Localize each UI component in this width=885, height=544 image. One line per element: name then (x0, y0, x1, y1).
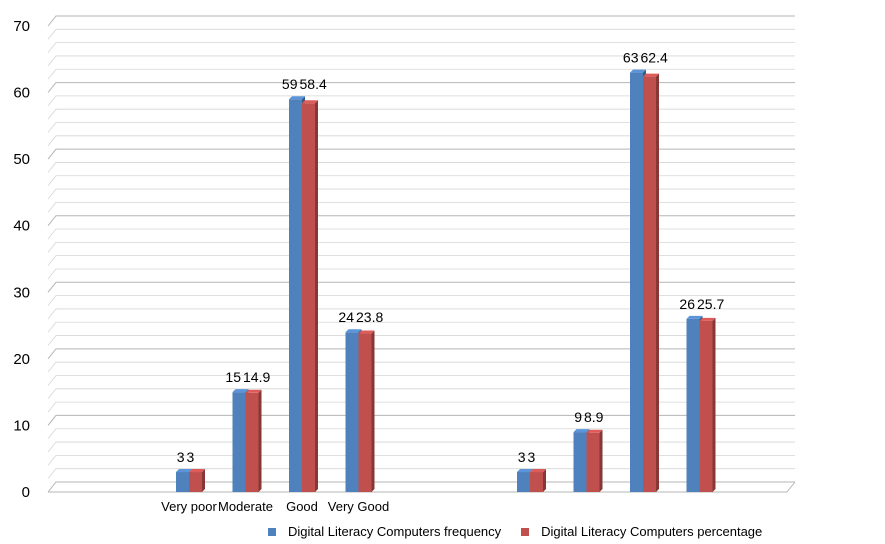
legend-label-percentage: Digital Literacy Computers percentage (541, 524, 763, 539)
x-category-label: Moderate (218, 499, 273, 514)
x-axis-labels: Very poor Moderate Good Very Good (161, 499, 389, 514)
legend-swatch-frequency (268, 527, 276, 536)
gridline-minor (47, 108, 795, 120)
gridline-minor (47, 95, 795, 107)
bar-percentage (699, 317, 716, 492)
data-label-percentage: 3 (528, 449, 536, 465)
gridline-minor (47, 308, 795, 320)
gridline-minor (47, 388, 795, 400)
gridline-minor (47, 175, 795, 187)
data-label-frequency: 24 (338, 309, 354, 325)
x-category-label: Good (286, 499, 318, 514)
gridline-minor (47, 68, 795, 80)
gridline-minor (47, 228, 795, 240)
gridline-minor (47, 55, 795, 67)
gridline-minor (47, 321, 795, 333)
data-label-frequency: 63 (623, 50, 639, 66)
data-label-frequency: 9 (574, 409, 582, 425)
bar-percentage (643, 73, 659, 492)
gridline-major (47, 82, 795, 93)
gridline-minor (47, 468, 795, 479)
gridline-major (47, 414, 795, 426)
data-label-percentage: 58.4 (300, 76, 327, 92)
bar-percentage (302, 100, 318, 493)
gridline-minor (47, 135, 795, 147)
gridline-minor (47, 188, 795, 200)
floor-side-edge (786, 481, 796, 493)
data-label-frequency: 15 (225, 369, 241, 385)
gridline-minor (47, 375, 795, 386)
gridline-minor (47, 441, 795, 453)
data-label-frequency: 3 (518, 449, 526, 465)
gridline-minor (47, 268, 795, 280)
y-tick-label: 60 (13, 85, 30, 102)
data-label-percentage: 3 (187, 449, 195, 465)
y-tick-label: 70 (13, 18, 30, 35)
gridline-minor (47, 401, 795, 413)
gridline-minor (47, 241, 795, 253)
y-tick-label: 10 (13, 417, 30, 434)
gridline-minor (47, 335, 795, 346)
data-labels: 3 315 14.959 58.424 23.83 39 8.963 62.426 25.7 (177, 50, 725, 465)
data-label-percentage: 62.4 (641, 50, 668, 66)
gridline-minor (47, 361, 795, 373)
bar-percentage (530, 469, 546, 492)
gridline-major (47, 348, 795, 360)
data-label-percentage: 25.7 (697, 296, 724, 312)
gridline-major (47, 281, 795, 293)
y-tick-label: 30 (13, 284, 30, 301)
gridline-minor (47, 162, 795, 173)
legend-item-percentage: Digital Literacy Computers percentage (521, 524, 762, 539)
gridline-minor (47, 295, 795, 306)
y-tick-label: 50 (13, 151, 30, 168)
gridlines (47, 15, 796, 493)
data-label-frequency: 59 (282, 76, 298, 92)
gridline-minor (47, 42, 795, 53)
bars (176, 69, 716, 493)
x-category-label: Very poor (161, 499, 217, 514)
legend-item-frequency: Digital Literacy Computers frequency (268, 524, 501, 539)
y-tick-label: 0 (22, 484, 30, 501)
gridline-major (47, 15, 795, 27)
gridline-minor (47, 428, 795, 439)
gridline-minor (47, 454, 795, 466)
data-label-percentage: 23.8 (356, 309, 383, 325)
legend: Digital Literacy Computers frequency Dig… (268, 524, 782, 539)
gridline-major (47, 148, 795, 160)
bar-percentage (586, 429, 603, 492)
gridline-minor (47, 255, 795, 266)
gridline-minor (47, 122, 795, 133)
y-axis: 0 10 20 30 40 50 60 70 (13, 18, 30, 501)
data-label-frequency: 26 (679, 296, 695, 312)
legend-label-frequency: Digital Literacy Computers frequency (288, 524, 502, 539)
bar-percentage (189, 469, 205, 492)
bar-percentage (245, 389, 262, 492)
data-label-percentage: 14.9 (243, 369, 270, 385)
gridline-major (47, 215, 795, 227)
y-tick-label: 20 (13, 351, 30, 368)
gridline-minor (47, 28, 795, 40)
data-label-frequency: 3 (177, 449, 185, 465)
bar-percentage (358, 330, 375, 492)
x-category-label: Very Good (328, 499, 389, 514)
gridline-major (47, 481, 795, 493)
data-label-percentage: 8.9 (584, 409, 604, 425)
legend-swatch-percentage (521, 527, 530, 536)
gridline-minor (47, 201, 795, 213)
y-tick-label: 40 (13, 218, 30, 235)
